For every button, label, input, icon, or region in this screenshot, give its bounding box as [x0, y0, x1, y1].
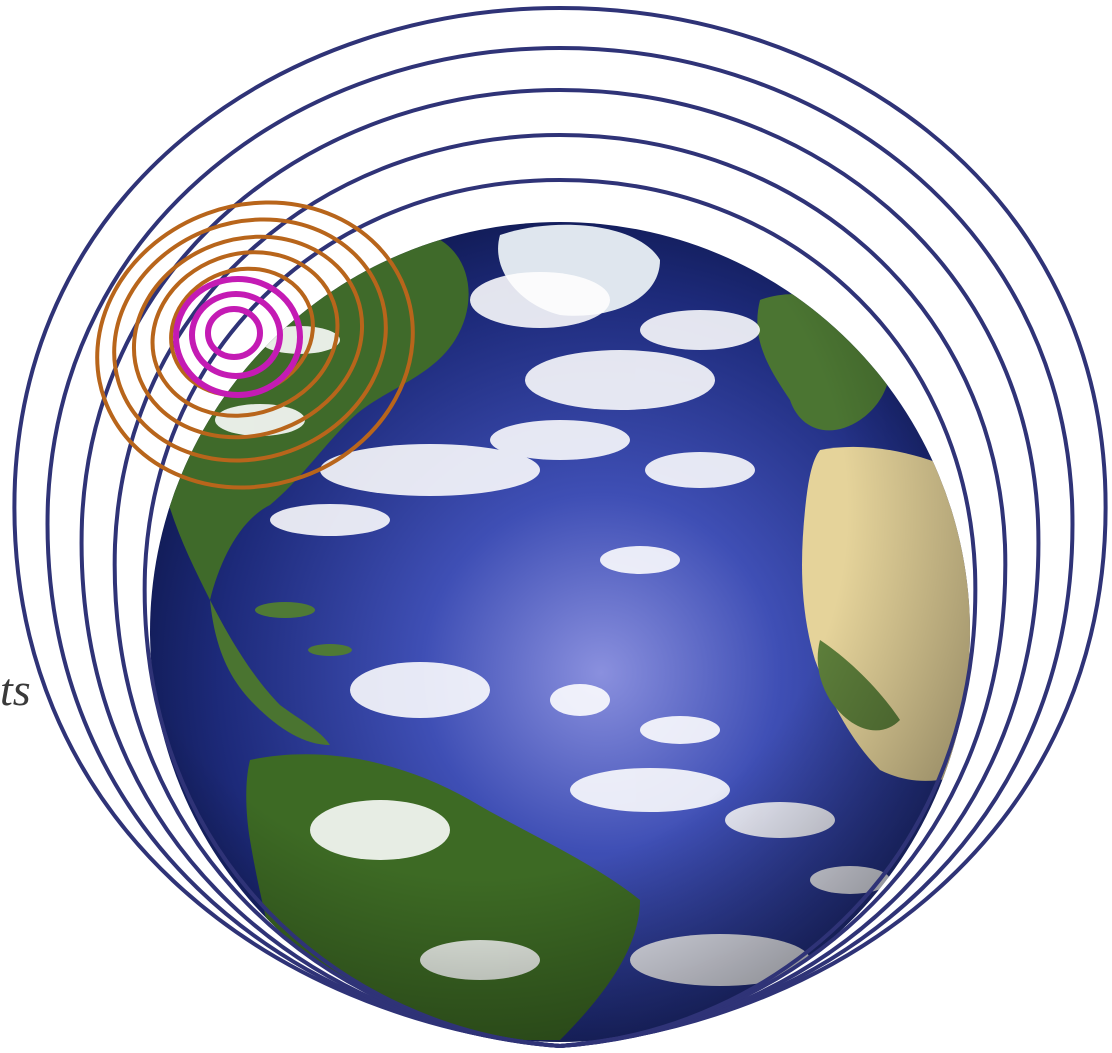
globe-shading [150, 222, 970, 1042]
middle-ring [131, 234, 365, 440]
earth-globe-icon [150, 222, 970, 1042]
inner-ring [189, 291, 283, 379]
outer-rings [12, 5, 1108, 1049]
outer-ring [45, 45, 1075, 1049]
inner-rings [173, 276, 303, 398]
outer-ring [79, 87, 1041, 1049]
outer-ring [12, 5, 1108, 1049]
middle-ring [112, 217, 388, 463]
outer-ring [142, 177, 978, 1049]
outer-ring [112, 132, 1008, 1049]
inner-ring [173, 276, 303, 398]
middle-ring [150, 250, 340, 418]
inner-ring [205, 306, 263, 360]
edge-text-fragment: ts [0, 664, 31, 715]
middle-ring [95, 200, 415, 490]
